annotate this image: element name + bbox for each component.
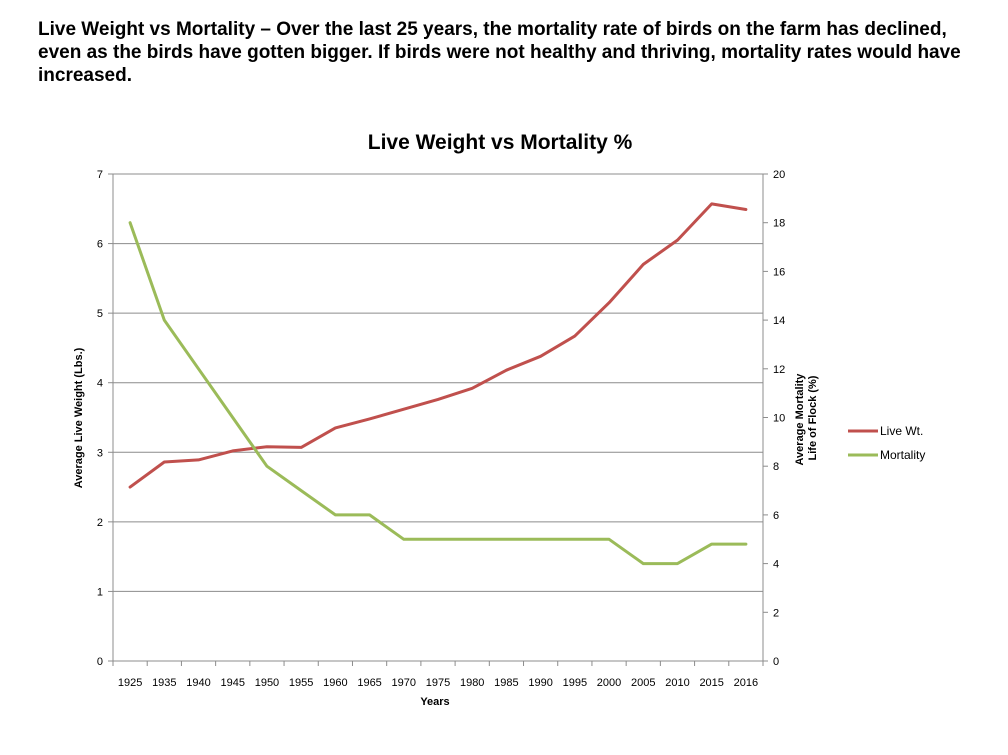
y-tick-label-right: 16 xyxy=(773,266,785,278)
y-tick-label-left: 2 xyxy=(97,517,103,529)
x-tick-label: 1980 xyxy=(460,677,484,689)
y-axis-label-left: Average Live Weight (Lbs.) xyxy=(73,347,85,488)
x-tick-label: 2010 xyxy=(665,677,689,689)
y-tick-label-right: 8 xyxy=(773,461,779,473)
x-tick-label: 2016 xyxy=(734,677,758,689)
legend-label: Live Wt. xyxy=(880,424,923,438)
series-layer xyxy=(128,202,748,566)
y-axis-label-right: Average Mortality Life of Flock (%) xyxy=(794,371,819,466)
x-tick-label: 1965 xyxy=(357,677,381,689)
x-tick-label: 1960 xyxy=(323,677,347,689)
y-axis-label-right-line1: Average Mortality xyxy=(794,373,806,466)
y-tick-label-right: 10 xyxy=(773,413,785,425)
legend-label: Mortality xyxy=(880,448,925,462)
chart-title: Live Weight vs Mortality % xyxy=(368,131,633,154)
y-axis-label-right-line2: Life of Flock (%) xyxy=(807,375,819,460)
x-tick-label: 1925 xyxy=(118,677,142,689)
x-tick-label: 2015 xyxy=(699,677,723,689)
page-headline: Live Weight vs Mortality – Over the last… xyxy=(38,19,961,86)
series-line-mortality xyxy=(128,221,748,566)
y-tick-label-right: 4 xyxy=(773,559,779,571)
legend: Live Wt. Mortality xyxy=(848,424,925,462)
y-tick-label-right: 12 xyxy=(773,364,785,376)
y-tick-label-left: 3 xyxy=(97,447,103,459)
x-tick-label: 1970 xyxy=(392,677,416,689)
y-tick-label-left: 0 xyxy=(97,656,103,668)
x-tick-label: 1955 xyxy=(289,677,313,689)
x-tick-label: 1940 xyxy=(186,677,210,689)
x-axis-label: Years xyxy=(420,696,449,708)
y-tick-label-right: 6 xyxy=(773,510,779,522)
y-tick-label-right: 14 xyxy=(773,315,785,327)
x-tick-label: 1975 xyxy=(426,677,450,689)
y-tick-label-right: 20 xyxy=(773,169,785,181)
y-tick-label-left: 7 xyxy=(97,169,103,181)
x-tick-label: 1990 xyxy=(528,677,552,689)
y-tick-label-right: 18 xyxy=(773,218,785,230)
x-tick-label: 2000 xyxy=(597,677,621,689)
x-tick-label: 1985 xyxy=(494,677,518,689)
y-tick-label-left: 4 xyxy=(97,378,103,390)
x-tick-label: 1950 xyxy=(255,677,279,689)
y-tick-label-right: 2 xyxy=(773,607,779,619)
x-tick-label: 1935 xyxy=(152,677,176,689)
x-tick-label: 1995 xyxy=(563,677,587,689)
y-tick-label-left: 5 xyxy=(97,308,103,320)
y-tick-label-right: 0 xyxy=(773,656,779,668)
x-tick-label: 1945 xyxy=(220,677,244,689)
series-line-live-weight xyxy=(128,202,748,489)
y-tick-label-left: 6 xyxy=(97,239,103,251)
x-tick-label: 2005 xyxy=(631,677,655,689)
y-tick-label-left: 1 xyxy=(97,586,103,598)
